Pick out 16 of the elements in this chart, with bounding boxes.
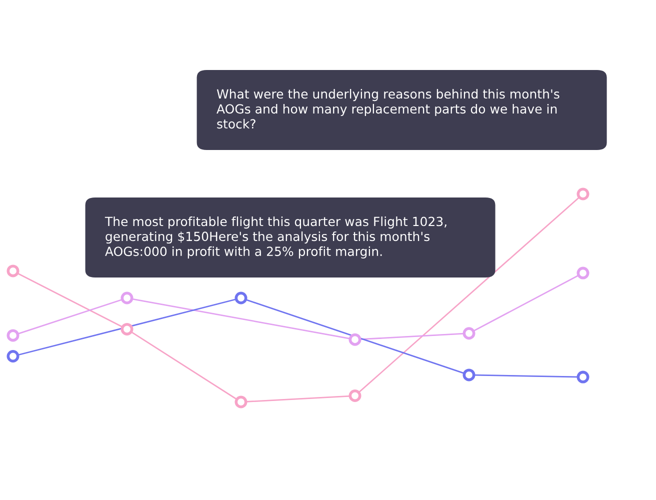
point [6, 350, 20, 362]
point [576, 370, 590, 384]
point [6, 329, 20, 342]
point [120, 322, 134, 336]
point [462, 327, 476, 340]
text: What were the underlying reasons behind this month's AOGs and how many replacement parts do we have in stock? [216, 89, 560, 129]
point [576, 188, 590, 200]
annotation: The most profitable flight this quarter was Flight 1023, generating $150Here's the analysis for this month's AOGs:000 in profit with a 25% profit margin. [104, 216, 446, 258]
point [234, 396, 248, 408]
point [6, 264, 20, 278]
point [576, 266, 590, 280]
point [462, 368, 476, 382]
point [120, 292, 134, 304]
point [234, 292, 248, 304]
point [348, 390, 362, 402]
point [348, 333, 362, 346]
